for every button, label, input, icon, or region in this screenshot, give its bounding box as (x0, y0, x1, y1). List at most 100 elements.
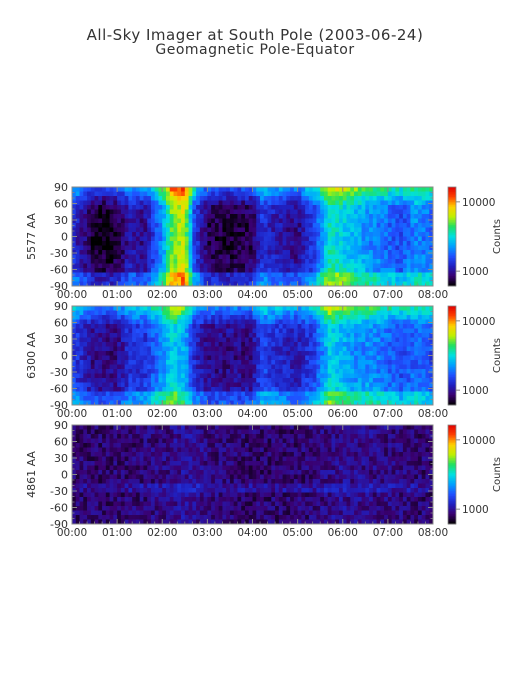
heatmap-cell (323, 281, 329, 287)
heatmap-cell (102, 364, 107, 370)
heatmap-cell (207, 319, 212, 325)
heatmap-cell (369, 254, 374, 260)
heatmap-cell (248, 315, 253, 320)
heatmap-cell (376, 232, 381, 237)
x-tick-label: 05:00 (282, 289, 312, 301)
heatmap-cell (241, 360, 246, 365)
heatmap-cell (395, 373, 400, 379)
heatmap-cell (327, 254, 332, 260)
heatmap-cell (387, 254, 393, 260)
heatmap-cell (188, 333, 193, 338)
heatmap-cell (241, 263, 246, 269)
heatmap-cell (241, 328, 246, 334)
heatmap-cell (233, 218, 238, 224)
heatmap-cell (102, 191, 107, 197)
heatmap-cell (128, 250, 133, 255)
heatmap-cell (87, 333, 92, 338)
y-tick-label: -30 (50, 366, 68, 379)
heatmap-cell (128, 342, 133, 347)
colorbar-swatch (448, 347, 456, 350)
heatmap-cell (305, 236, 310, 242)
heatmap-cell (211, 245, 216, 251)
heatmap-cell (293, 351, 299, 356)
heatmap-cell (320, 187, 325, 192)
heatmap-cell (83, 254, 88, 260)
heatmap-cell (79, 483, 84, 489)
heatmap-cell (417, 245, 423, 251)
heatmap-cell (305, 241, 310, 246)
heatmap-cell (425, 277, 430, 282)
heatmap-cell (402, 382, 408, 388)
heatmap-cell (233, 315, 238, 320)
heatmap-cell (87, 277, 92, 282)
heatmap-cell (338, 306, 344, 311)
heatmap-cell (181, 259, 186, 264)
colorbar-swatch (448, 257, 456, 260)
heatmap-cell (166, 218, 171, 224)
heatmap-cell (143, 236, 148, 242)
heatmap-cell (312, 200, 317, 206)
heatmap-cell (260, 272, 265, 278)
colorbar-swatch (448, 383, 456, 386)
heatmap-cell (211, 360, 216, 365)
heatmap-cell (169, 337, 174, 343)
heatmap-cell (350, 209, 355, 215)
heatmap-cell (79, 382, 84, 388)
heatmap-cell (147, 315, 152, 320)
heatmap-cell (323, 254, 329, 260)
heatmap-cell (203, 236, 208, 242)
heatmap-cell (177, 268, 182, 273)
heatmap-cell (267, 236, 272, 242)
heatmap-cell (354, 310, 359, 316)
heatmap-cell (154, 360, 159, 365)
heatmap-cell (271, 342, 276, 347)
heatmap-cell (105, 218, 110, 224)
heatmap-cell (282, 200, 287, 206)
heatmap-cell (421, 241, 426, 246)
heatmap-cell (233, 382, 238, 388)
heatmap-cell (338, 378, 344, 383)
heatmap-cell (72, 465, 77, 471)
heatmap-cell (376, 378, 381, 383)
heatmap-cell (395, 277, 400, 282)
heatmap-cell (181, 337, 186, 343)
heatmap-cell (350, 391, 355, 397)
heatmap-cell (102, 519, 107, 525)
heatmap-cell (271, 209, 276, 215)
heatmap-cell (218, 191, 223, 197)
heatmap-cell (214, 232, 220, 237)
heatmap-cell (406, 187, 411, 192)
heatmap-cell (124, 492, 129, 498)
heatmap-cell (79, 241, 84, 246)
heatmap-cell (308, 254, 314, 260)
heatmap-cell (406, 227, 411, 233)
heatmap-cell (207, 187, 212, 192)
heatmap-cell (113, 447, 118, 453)
heatmap-cell (241, 378, 246, 383)
heatmap-cell (113, 425, 118, 430)
heatmap-cell (361, 223, 366, 228)
heatmap-cell (229, 259, 235, 264)
heatmap-cell (271, 373, 276, 379)
heatmap-cell (109, 272, 114, 278)
heatmap-cell (290, 387, 295, 392)
heatmap-cell (237, 209, 242, 215)
heatmap-cell (425, 387, 430, 392)
heatmap-cell (222, 351, 227, 356)
heatmap-cell (327, 241, 332, 246)
heatmap-cell (94, 515, 99, 520)
colorbar-swatch (448, 370, 456, 373)
heatmap-cell (109, 438, 114, 444)
heatmap-cell (402, 342, 408, 347)
heatmap-cell (399, 200, 404, 206)
heatmap-cell (181, 346, 186, 352)
heatmap-cell (384, 187, 389, 192)
heatmap-cell (260, 232, 265, 237)
heatmap-cell (395, 324, 400, 329)
heatmap-cell (90, 488, 95, 493)
heatmap-cell (399, 241, 404, 246)
heatmap-cell (365, 200, 370, 206)
heatmap-cell (188, 232, 193, 237)
heatmap-cell (192, 263, 197, 269)
